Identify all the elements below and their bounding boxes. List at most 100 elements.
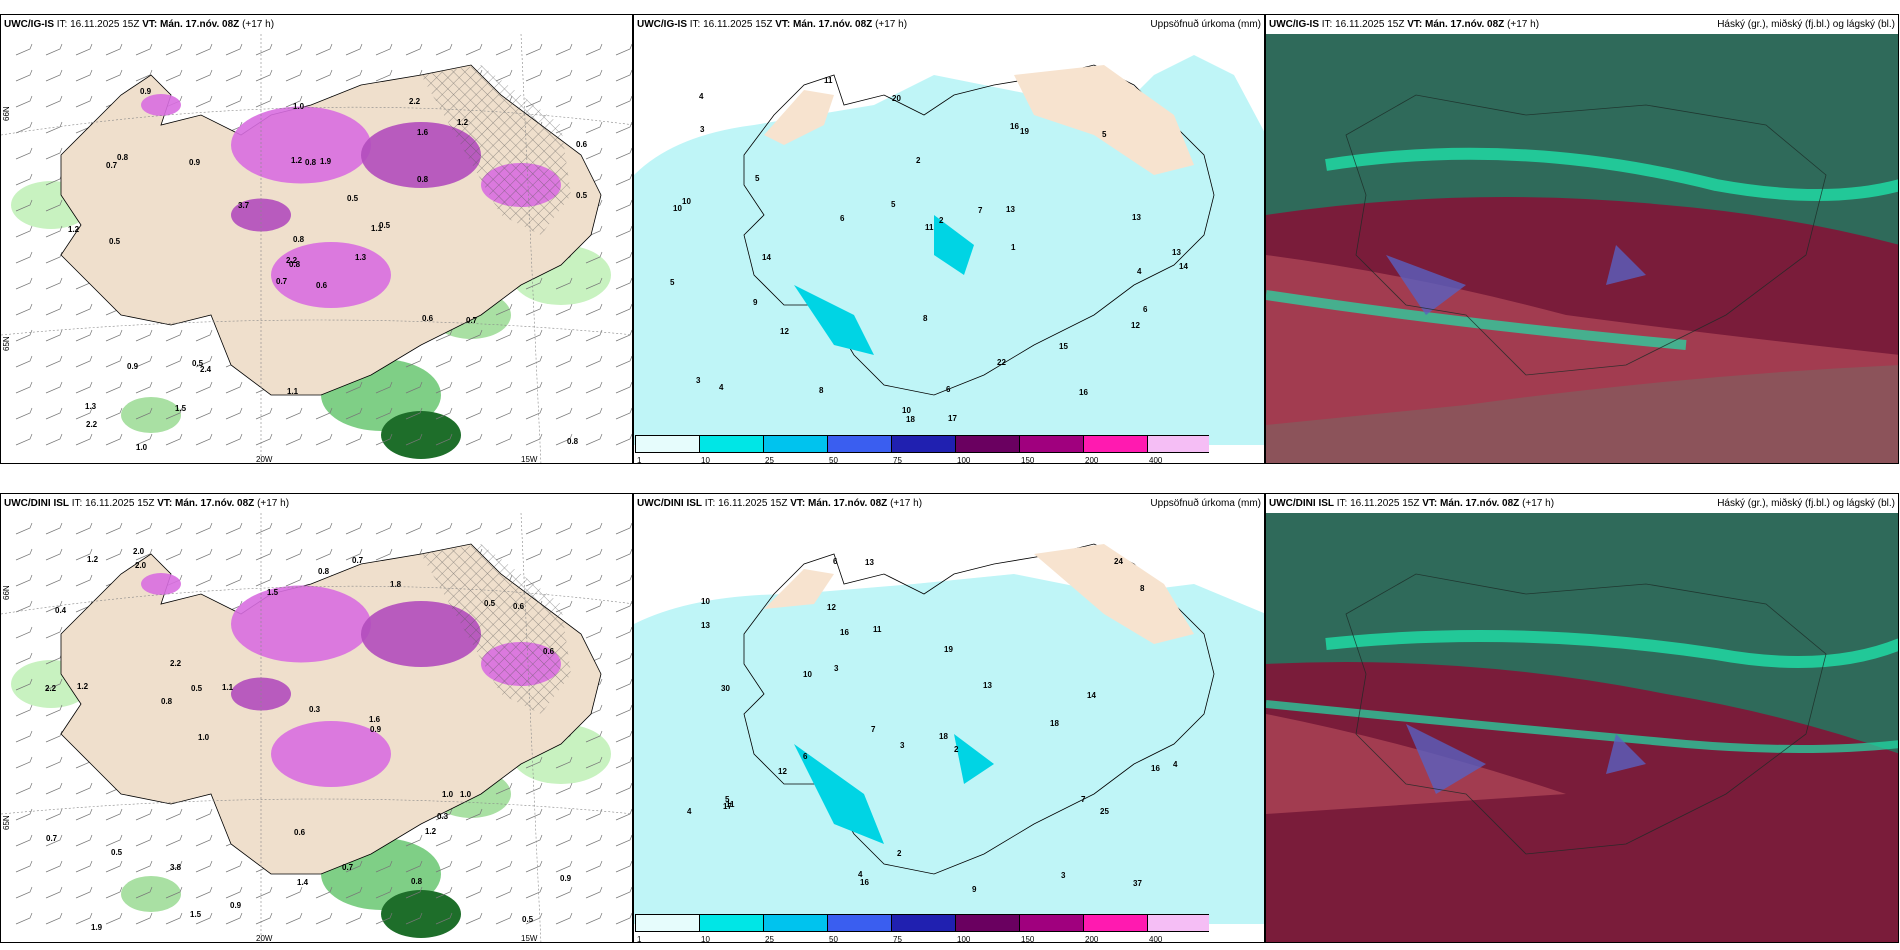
lon-label-20w: 20W: [256, 455, 273, 464]
precip-value-label: 2.2: [409, 97, 421, 106]
legend-swatch: [1083, 435, 1147, 453]
precip-area: [231, 586, 371, 663]
precip-wind-map[interactable]: 0.60.70.81.31.12.42.21.91.61.30.90.80.50…: [1, 15, 633, 464]
precip-value-label: 25: [1100, 807, 1109, 816]
precip-value-label: 1.6: [417, 128, 429, 137]
precip-value-label: 1.5: [267, 588, 279, 597]
precip-value-label: 0.5: [379, 221, 391, 230]
model-name: UWC/IG-IS: [637, 19, 687, 30]
precip-value-label: 0.7: [106, 161, 118, 170]
panel-header: UWC/IG-IS IT: 16.11.2025 15Z VT: Mán. 17…: [1, 15, 632, 34]
legend-tick-label: 400: [1149, 935, 1162, 943]
legend-tick-label: 75: [893, 456, 902, 464]
precip-legend: 1 10 25 50 75 100 150 200 400: [635, 435, 1209, 453]
precip-value-label: 0.8: [417, 175, 429, 184]
init-time: IT: 16.11.2025 15Z: [72, 498, 155, 509]
precip-value-label: 16: [860, 878, 869, 887]
precip-value-label: 0.7: [352, 556, 364, 565]
panel-ig-is-accum: UWC/IG-IS IT: 16.11.2025 15Z VT: Mán. 17…: [633, 14, 1265, 464]
accum-precip-map[interactable]: 3455562416101381617222014131511121018161…: [634, 15, 1265, 464]
precip-value-label: 9: [753, 298, 758, 307]
panel-header: UWC/DINI ISL IT: 16.11.2025 15Z VT: Mán.…: [1266, 494, 1898, 513]
legend-tick-label: 10: [701, 456, 710, 464]
accum-precip-map[interactable]: 7643811131724191618123716141311910121676…: [634, 494, 1265, 943]
legend-swatch: [1147, 435, 1209, 453]
precip-value-label: 0.4: [55, 606, 67, 615]
precip-area: [121, 397, 181, 433]
precip-value-label: 10: [682, 197, 691, 206]
cloud-cover-map[interactable]: [1266, 15, 1899, 464]
legend-swatch: [763, 914, 827, 932]
legend-tick-label: 25: [765, 456, 774, 464]
precip-value-label: 3: [696, 376, 701, 385]
precip-value-label: 1.5: [175, 404, 187, 413]
precip-value-label: 1.3: [355, 253, 367, 262]
precip-area: [141, 573, 181, 595]
legend-tick-label: 75: [893, 935, 902, 943]
panel-header: UWC/IG-IS IT: 16.11.2025 15Z VT: Mán. 17…: [634, 15, 1264, 34]
precip-value-label: 16: [840, 628, 849, 637]
precip-area: [231, 107, 371, 184]
legend-tick-label: 400: [1149, 456, 1162, 464]
legend-tick-label: 100: [957, 456, 970, 464]
precip-value-label: 1.6: [369, 715, 381, 724]
precip-value-label: 3: [900, 741, 905, 750]
legend-tick-label: 200: [1085, 456, 1098, 464]
precip-value-label: 20: [892, 94, 901, 103]
precip-value-label: 6: [803, 752, 808, 761]
valid-time: Mán. 17.nóv. 08Z: [1425, 19, 1504, 30]
precip-value-label: 3: [1061, 871, 1066, 880]
precip-value-label: 12: [1131, 321, 1140, 330]
panel-dini-precip-wind: UWC/DINI ISL IT: 16.11.2025 15Z VT: Mán.…: [0, 493, 633, 943]
legend-tick-label: 50: [829, 456, 838, 464]
precip-value-label: 0.5: [191, 684, 203, 693]
precip-value-label: 2.2: [170, 659, 182, 668]
precip-value-label: 8: [1140, 584, 1145, 593]
precip-wind-map[interactable]: 0.5 0.9 1.0 0.7 1.1 0.8 1.2 1.5 2.2 1.6 1.9 1.4 0.9 0…: [1, 494, 633, 943]
precip-legend: 1 10 25 50 75 100 150 200 400: [635, 914, 1209, 932]
legend-swatch: [1147, 914, 1209, 932]
legend-swatch: [1083, 914, 1147, 932]
cloud-cover-map[interactable]: [1266, 494, 1899, 943]
init-time: IT: 16.11.2025 15Z: [1337, 498, 1420, 509]
legend-swatch: [699, 435, 763, 453]
precip-value-label: 2.0: [135, 561, 147, 570]
precip-value-label: 6: [1143, 305, 1148, 314]
precip-value-label: 4: [1137, 267, 1142, 276]
legend-tick-label: 50: [829, 935, 838, 943]
lat-label-66: 66N: [2, 585, 11, 600]
valid-time-label: VT:: [1422, 498, 1437, 509]
precip-area: [381, 411, 461, 459]
precip-value-label: 0.5: [522, 915, 534, 924]
precip-value-label: 0.9: [189, 158, 201, 167]
precip-value-label: 8: [923, 314, 928, 323]
lead-time: (+17 h): [890, 498, 922, 509]
precip-value-label: 1.2: [291, 156, 303, 165]
precip-value-label: 0.9: [230, 901, 242, 910]
panel-header: UWC/DINI ISL IT: 16.11.2025 15Z VT: Mán.…: [1, 494, 632, 513]
precip-value-label: 0.5: [576, 191, 588, 200]
precip-value-label: 13: [1132, 213, 1141, 222]
precip-value-label: 0.3: [437, 812, 449, 821]
precip-value-label: 3.8: [170, 863, 182, 872]
legend-swatch: [635, 914, 699, 932]
valid-time-label: VT:: [1407, 19, 1422, 30]
precip-value-label: 0.5: [111, 848, 123, 857]
legend-tick-label: 200: [1085, 935, 1098, 943]
precip-value-label: 0.7: [276, 277, 288, 286]
panel-dini-accum: UWC/DINI ISL IT: 16.11.2025 15Z VT: Mán.…: [633, 493, 1265, 943]
precip-value-label: 0.5: [484, 599, 496, 608]
precip-value-label: 0.6: [316, 281, 328, 290]
precip-value-label: 19: [1020, 127, 1029, 136]
precip-value-label: 14: [762, 253, 771, 262]
precip-value-label: 15: [1059, 342, 1068, 351]
precip-value-label: 0.8: [567, 437, 579, 446]
lead-time: (+17 h): [1522, 498, 1554, 509]
precip-value-label: 1.3: [85, 402, 97, 411]
lead-time: (+17 h): [257, 498, 289, 509]
precip-value-label: 2: [954, 745, 959, 754]
precip-value-label: 5: [725, 795, 730, 804]
precip-value-label: 3: [700, 125, 705, 134]
precip-value-label: 2: [897, 849, 902, 858]
precip-value-label: 13: [983, 681, 992, 690]
